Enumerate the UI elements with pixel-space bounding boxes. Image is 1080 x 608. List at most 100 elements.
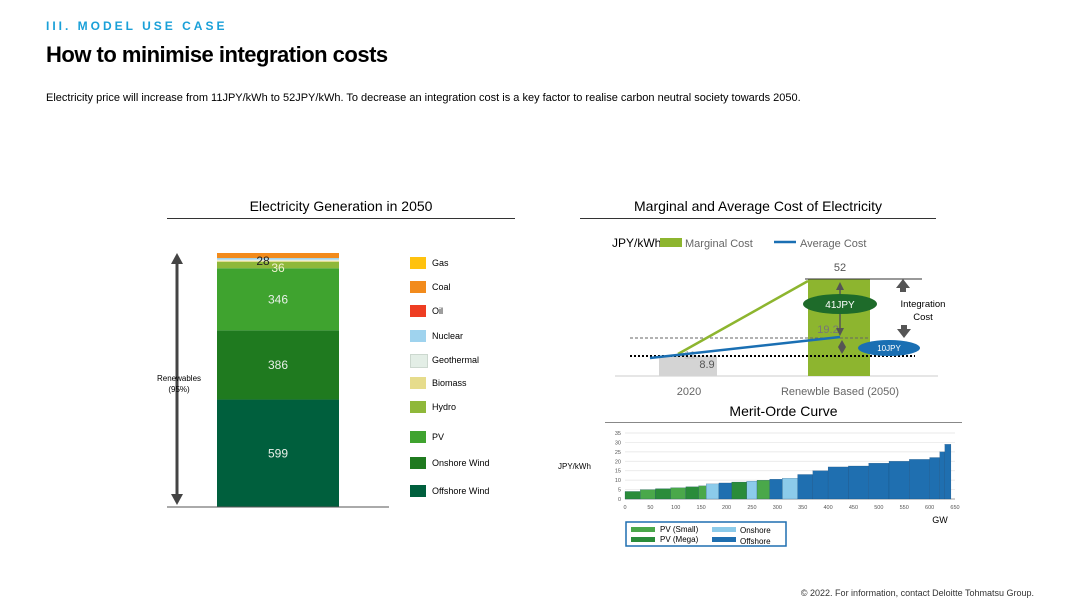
marginal-cost-trend-line [677, 279, 809, 356]
merit-legend-pv-mega-swatch [631, 537, 655, 542]
generation-segment-pv [217, 268, 339, 331]
cost-category-renewble-based-2050: Renewble Based (2050) [781, 386, 899, 398]
merit-legend-pv-small-swatch [631, 527, 655, 532]
merit-step-offshore [944, 444, 952, 500]
cost-chart-title: Marginal and Average Cost of Electricity [634, 198, 882, 214]
merit-step-pv-mega [731, 481, 747, 500]
marginal-cost-bar-2020 [659, 355, 717, 376]
merit-step-offshore [939, 451, 945, 500]
cost-category-2020: 2020 [677, 386, 701, 398]
legend-swatch-onshore-wind [410, 457, 426, 469]
gap-41jpy-badge [803, 294, 877, 314]
merit-step-pv-small [698, 485, 707, 500]
legend-label-offshore-wind: Offshore Wind [432, 486, 490, 496]
legend-swatch-oil [410, 305, 426, 317]
legend-swatch-coal [410, 281, 426, 293]
merit-step-offshore [909, 459, 930, 500]
merit-legend-offshore: Offshore [740, 537, 771, 546]
merit-step-offshore [848, 465, 869, 500]
legend-label-nuclear: Nuclear [432, 331, 464, 341]
marginal-gap-arrow-up [836, 282, 844, 290]
integration-cost-label-2: Cost [913, 312, 933, 323]
marginal-2050-value: 52 [834, 262, 846, 274]
merit-x-tick: 550 [900, 505, 909, 511]
merit-x-tick: 100 [671, 505, 680, 511]
merit-y-axis-label: JPY/kWh [558, 462, 591, 471]
average-gap-arrow-up [838, 340, 846, 347]
merit-y-tick: 0 [618, 497, 621, 503]
generation-value-pv: 346 [268, 292, 288, 306]
generation-segment-hydro [217, 261, 339, 269]
cost-title-rule [580, 218, 936, 219]
legend-label-pv: PV [432, 432, 445, 442]
merit-x-tick: 0 [623, 505, 626, 511]
merit-legend-onshore-swatch [712, 527, 736, 532]
generation-value-hydro: 36 [271, 261, 285, 275]
average-gap-arrow-down [838, 347, 846, 354]
merit-step-pv-small [640, 489, 656, 500]
merit-title-rule [605, 422, 962, 423]
marginal-gap-arrow-down [836, 328, 844, 336]
legend-label-oil: Oil [432, 306, 443, 316]
merit-x-axis-label: GW [932, 515, 948, 525]
cost-chart: JPY/kWh Marginal Cost Average Cost 11528… [612, 236, 945, 398]
merit-x-tick: 150 [697, 505, 706, 511]
renewables-label: Renewables [157, 374, 201, 383]
legend-swatch-biomass [410, 377, 426, 389]
legend-label-onshore-wind: Onshore Wind [432, 458, 490, 468]
section-label: III. MODEL USE CASE [46, 19, 228, 33]
legend-swatch-hydro [410, 401, 426, 413]
merit-x-tick: 250 [747, 505, 756, 511]
renewables-percentage: (95%) [168, 385, 190, 394]
merit-step-offshore [812, 470, 829, 500]
page-subtitle: Electricity price will increase from 11J… [46, 92, 801, 104]
generation-segment-geothermal [217, 259, 339, 261]
merit-x-tick: 300 [773, 505, 782, 511]
integration-arrow-up-icon [896, 279, 910, 292]
legend-label-geothermal: Geothermal [432, 355, 480, 365]
merit-step-offshore [827, 466, 849, 500]
merit-step-pv-mega [624, 491, 641, 500]
merit-step-onshore [706, 483, 720, 500]
merit-step-onshore [782, 478, 798, 500]
merit-x-tick: 200 [722, 505, 731, 511]
gap-10jpy-badge [858, 340, 920, 356]
legend-swatch-geothermal [410, 354, 428, 368]
merit-step-offshore [929, 457, 940, 500]
generation-value-offshore-wind: 599 [268, 446, 288, 460]
average-cost-line [649, 335, 841, 360]
merit-step-offshore [718, 482, 732, 500]
average-2020-value: 8.9 [699, 359, 714, 371]
legend-label-biomass: Biomass [432, 378, 467, 388]
merit-x-tick: 600 [925, 505, 934, 511]
merit-y-tick: 5 [618, 488, 621, 494]
cost-y-axis-label: JPY/kWh [612, 236, 661, 250]
merit-x-tick: 400 [823, 505, 832, 511]
renewables-bracket-arrow-bottom [171, 494, 183, 505]
legend-marginal-swatch [660, 238, 682, 247]
generation-title-rule [167, 218, 515, 219]
generation-segment-onshore-wind [217, 330, 339, 400]
merit-x-tick: 650 [950, 505, 959, 511]
legend-label-gas: Gas [432, 258, 449, 268]
merit-y-tick: 20 [615, 459, 621, 465]
merit-x-tick: 50 [647, 505, 653, 511]
merit-y-tick: 15 [615, 469, 621, 475]
page-title: How to minimise integration costs [46, 42, 388, 67]
merit-step-pv-small [756, 480, 770, 500]
legend-swatch-pv [410, 431, 426, 443]
merit-y-tick: 10 [615, 478, 621, 484]
generation-segment-offshore-wind [217, 399, 339, 507]
merit-y-tick: 30 [615, 440, 621, 446]
legend-label-hydro: Hydro [432, 402, 457, 412]
merit-chart-title: Merit-Orde Curve [729, 403, 838, 419]
average-2050-value: 19.2 [817, 324, 838, 336]
merit-legend-pv-mega: PV (Mega) [660, 535, 699, 544]
generation-segment-biomass [217, 260, 339, 262]
legend-label-coal: Coal [432, 282, 451, 292]
merit-x-tick: 350 [798, 505, 807, 511]
legend-average-label: Average Cost [800, 238, 866, 250]
generation-value-onshore-wind: 386 [268, 358, 288, 372]
